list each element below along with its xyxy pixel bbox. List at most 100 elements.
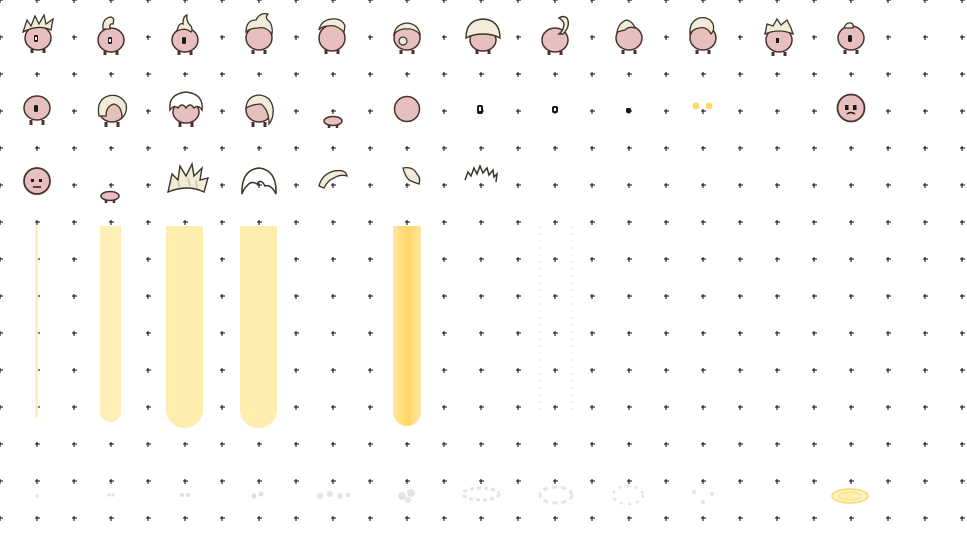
dust-effect-sprite	[536, 482, 576, 508]
grid-marker	[516, 72, 521, 77]
grid-marker	[183, 516, 188, 521]
grid-marker	[331, 442, 336, 447]
grid-marker	[146, 257, 151, 262]
grid-marker	[849, 331, 854, 336]
grid-marker	[183, 146, 188, 151]
grid-marker	[220, 220, 225, 225]
grid-marker	[35, 442, 40, 447]
grid-marker	[72, 183, 77, 188]
grid-marker	[738, 405, 743, 410]
grid-marker	[331, 516, 336, 521]
grid-marker	[701, 0, 706, 3]
grid-marker	[812, 72, 817, 77]
dust-effect-sprite	[314, 486, 354, 504]
grid-marker	[146, 331, 151, 336]
grid-marker	[886, 442, 891, 447]
grid-marker	[0, 72, 3, 77]
grid-marker	[368, 0, 373, 3]
grid-marker	[590, 183, 595, 188]
head-back-bun-sprite	[389, 16, 425, 56]
grid-marker	[701, 257, 706, 262]
grid-marker	[220, 405, 225, 410]
grid-marker	[294, 516, 299, 521]
grid-marker	[331, 0, 336, 3]
grid-marker	[738, 257, 743, 262]
grid-marker	[331, 479, 336, 484]
grid-marker	[812, 368, 817, 373]
grid-marker	[220, 0, 225, 3]
grid-marker	[590, 479, 595, 484]
grid-marker	[72, 516, 77, 521]
grid-marker	[220, 35, 225, 40]
grid-marker	[516, 442, 521, 447]
grid-marker	[0, 479, 3, 484]
grid-marker	[442, 294, 447, 299]
grid-marker	[775, 405, 780, 410]
grid-marker	[220, 257, 225, 262]
grid-marker	[146, 479, 151, 484]
hair-wisp-sprite	[316, 166, 350, 190]
grid-marker	[738, 331, 743, 336]
grid-marker	[886, 35, 891, 40]
grid-marker	[257, 442, 262, 447]
grid-marker	[590, 442, 595, 447]
grid-marker	[553, 146, 558, 151]
grid-marker	[516, 516, 521, 521]
grid-marker	[257, 72, 262, 77]
grid-marker	[405, 442, 410, 447]
head-curl-tuft-sprite	[93, 12, 129, 56]
grid-marker	[738, 183, 743, 188]
grid-marker	[368, 516, 373, 521]
grid-marker	[849, 294, 854, 299]
grid-marker	[960, 331, 965, 336]
grid-marker	[812, 516, 817, 521]
grid-marker	[738, 442, 743, 447]
grid-marker	[294, 331, 299, 336]
grid-marker	[331, 220, 336, 225]
grid-marker	[590, 257, 595, 262]
grid-marker	[886, 516, 891, 521]
grid-marker	[405, 0, 410, 3]
grid-marker	[738, 0, 743, 3]
grid-marker	[146, 516, 151, 521]
grid-marker	[72, 368, 77, 373]
grid-marker	[405, 146, 410, 151]
grid-marker	[849, 257, 854, 262]
grid-marker	[146, 183, 151, 188]
grid-marker	[331, 294, 336, 299]
grid-marker	[442, 146, 447, 151]
grid-marker	[960, 257, 965, 262]
grid-marker	[294, 368, 299, 373]
grid-marker	[368, 294, 373, 299]
grid-marker	[590, 35, 595, 40]
hair-spikes-outline-sprite	[462, 160, 500, 184]
grid-marker	[368, 220, 373, 225]
grid-marker	[590, 146, 595, 151]
grid-marker	[812, 257, 817, 262]
grid-marker	[442, 72, 447, 77]
grid-marker	[368, 331, 373, 336]
hair-bowl-sprite	[239, 164, 279, 196]
grid-marker	[257, 220, 262, 225]
grid-marker	[516, 257, 521, 262]
grid-marker	[923, 183, 928, 188]
grid-marker	[738, 368, 743, 373]
grid-marker	[960, 442, 965, 447]
grid-marker	[960, 35, 965, 40]
eye-small-sprite	[550, 105, 560, 115]
grid-marker	[442, 109, 447, 114]
grid-marker	[0, 257, 3, 262]
grid-marker	[368, 257, 373, 262]
grid-marker	[183, 479, 188, 484]
grid-marker	[960, 72, 965, 77]
grid-marker	[738, 294, 743, 299]
grid-marker	[960, 220, 965, 225]
grid-marker	[479, 294, 484, 299]
grid-marker	[627, 72, 632, 77]
grid-marker	[738, 220, 743, 225]
grid-marker	[72, 257, 77, 262]
dust-effect-sprite	[104, 488, 118, 502]
grid-marker	[590, 109, 595, 114]
grid-marker	[516, 479, 521, 484]
grid-marker	[553, 220, 558, 225]
